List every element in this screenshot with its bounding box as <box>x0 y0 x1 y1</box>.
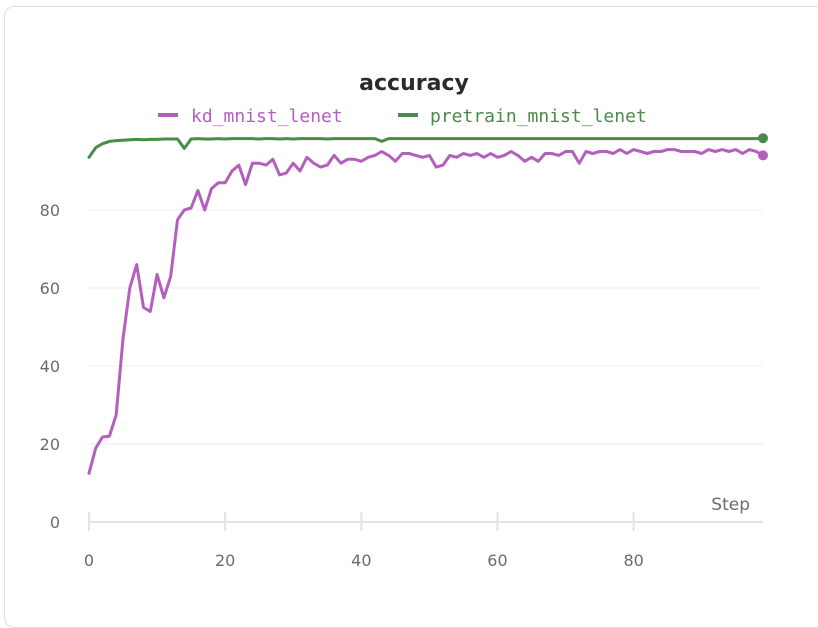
x-tick-label-60: 60 <box>487 551 507 570</box>
grid <box>89 209 763 445</box>
legend: kd_mnist_lenet pretrain_mnist_lenet <box>158 106 647 127</box>
legend-label-pretrain[interactable]: pretrain_mnist_lenet <box>430 106 647 127</box>
legend-label-kd[interactable]: kd_mnist_lenet <box>191 106 343 127</box>
series-end-point-pretrain_mnist_lenet[interactable] <box>758 133 768 144</box>
chart-title: accuracy <box>359 71 469 96</box>
y-tick-label-80: 80 <box>40 201 60 220</box>
accuracy-chart: accuracy kd_mnist_lenet pretrain_mnist_l… <box>40 71 768 570</box>
y-tick-label-0: 0 <box>50 513 60 532</box>
y-tick-label-20: 20 <box>40 435 60 454</box>
series-group <box>87 133 768 475</box>
x-tick-label-80: 80 <box>623 551 643 570</box>
series-line-pretrain_mnist_lenet[interactable] <box>87 136 765 159</box>
x-tick-label-20: 20 <box>215 551 235 570</box>
chart-panel <box>4 6 818 628</box>
x-tick-label-0: 0 <box>84 551 94 570</box>
series-end-point-kd_mnist_lenet[interactable] <box>758 150 768 161</box>
y-tick-label-60: 60 <box>40 279 60 298</box>
axes: 0 20 40 60 80 0 20 40 60 80 <box>40 201 763 570</box>
x-axis-label: Step <box>711 495 750 515</box>
y-tick-label-40: 40 <box>40 357 60 376</box>
x-tick-label-40: 40 <box>351 551 371 570</box>
series-line-kd_mnist_lenet[interactable] <box>87 148 765 475</box>
